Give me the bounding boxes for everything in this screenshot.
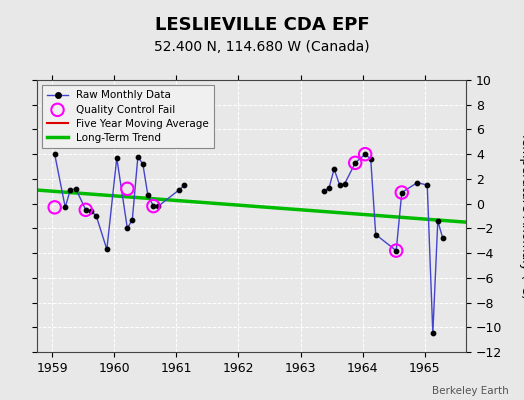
Point [87,208,95,214]
Point [325,184,333,191]
Text: LESLIEVILLE CDA EPF: LESLIEVILLE CDA EPF [155,16,369,34]
Quality Control Fail [361,151,369,157]
Quality Control Fail [50,204,59,210]
Point [439,235,447,242]
Point [174,187,183,193]
Point [72,186,80,192]
Point [361,151,369,157]
Point [335,182,344,188]
Point [61,204,70,210]
Point [149,203,158,209]
Quality Control Fail [123,186,132,192]
Point [429,330,437,337]
Point [103,246,111,252]
Y-axis label: Temperature Anomaly (°C): Temperature Anomaly (°C) [519,132,524,300]
Point [423,182,431,188]
Point [113,155,121,161]
Point [139,161,147,167]
Point [123,225,132,232]
Point [330,166,339,172]
Quality Control Fail [392,248,400,254]
Legend: Raw Monthly Data, Quality Control Fail, Five Year Moving Average, Long-Term Tren: Raw Monthly Data, Quality Control Fail, … [42,85,214,148]
Quality Control Fail [82,207,90,213]
Point [66,187,74,193]
Point [154,203,162,209]
Text: 52.400 N, 114.680 W (Canada): 52.400 N, 114.680 W (Canada) [154,40,370,54]
Point [413,180,421,186]
Point [50,151,59,157]
Point [398,189,406,196]
Quality Control Fail [149,203,158,209]
Point [392,248,400,254]
Point [351,160,359,166]
Point [367,156,375,162]
Point [92,213,101,219]
Point [341,181,349,187]
Point [128,216,136,223]
Quality Control Fail [351,160,359,166]
Text: Berkeley Earth: Berkeley Earth [432,386,508,396]
Quality Control Fail [398,189,406,196]
Point [320,188,329,194]
Point [433,218,442,224]
Point [372,231,380,238]
Point [82,207,90,213]
Point [144,192,152,198]
Point [134,154,142,160]
Point [180,182,189,188]
